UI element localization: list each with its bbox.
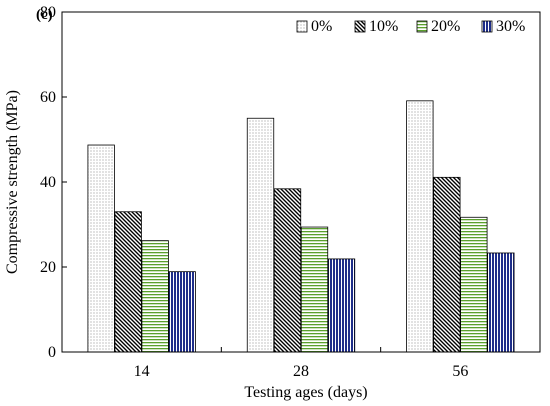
legend-swatch (354, 20, 366, 33)
bar-30pct-56 (487, 252, 515, 353)
legend-label: 20% (431, 18, 460, 35)
y-tick-label: 0 (48, 344, 56, 361)
y-tick-label: 60 (40, 89, 56, 106)
x-tick-label: 28 (293, 363, 309, 380)
bar-10pct-56 (433, 176, 461, 353)
x-axis-ticks: 14 28 56 (134, 347, 468, 380)
bar-20pct-28 (300, 226, 329, 353)
panel-label: (c) (36, 7, 53, 23)
y-tick-label: 20 (40, 259, 56, 276)
y-axis-ticks: 0 20 40 60 80 (40, 4, 67, 361)
bars-group (87, 100, 515, 353)
bar-0pct-14 (87, 144, 115, 353)
legend-swatch (416, 20, 428, 33)
bar-10pct-14 (114, 211, 142, 353)
y-axis-label: Compressive strength (MPa) (4, 90, 21, 274)
legend: 0% 10% 20% 30% (296, 18, 525, 35)
legend-label: 10% (369, 18, 398, 35)
plot-frame (61, 11, 541, 353)
bar-10pct-28 (273, 188, 302, 353)
bar-30pct-14 (168, 271, 196, 353)
bar-0pct-28 (246, 117, 275, 353)
y-tick-label: 40 (40, 174, 56, 191)
bar-30pct-28 (327, 258, 356, 353)
bar-0pct-56 (406, 100, 434, 353)
bar-20pct-14 (141, 240, 169, 353)
x-tick-label: 56 (452, 363, 468, 380)
x-tick-label: 14 (134, 363, 150, 380)
bar-20pct-56 (460, 216, 488, 353)
legend-label: 30% (496, 18, 525, 35)
x-axis-label: Testing ages (days) (244, 384, 367, 401)
legend-swatch (481, 20, 493, 33)
y-tick-label: 80 (40, 4, 56, 21)
legend-swatch (296, 20, 308, 33)
legend-label: 0% (311, 18, 332, 35)
